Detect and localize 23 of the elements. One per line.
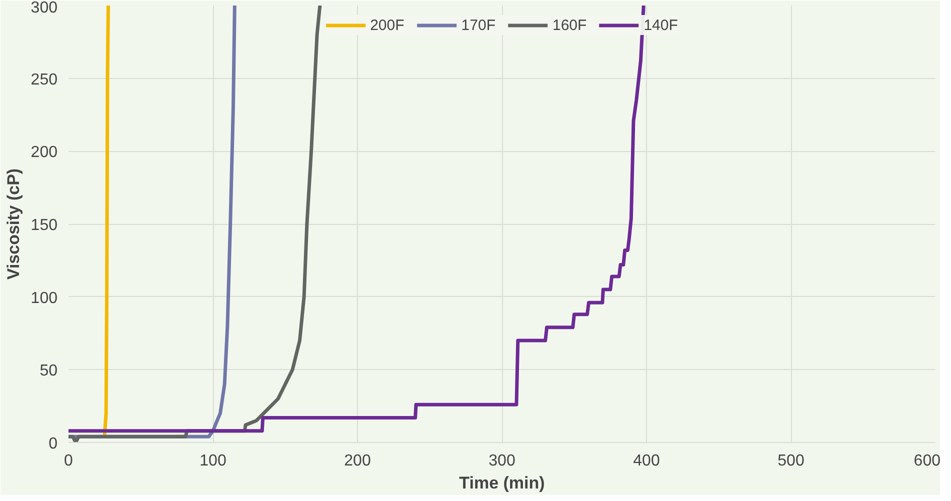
legend-label: 140F: [644, 16, 678, 34]
x-tick-label: 300: [488, 452, 516, 470]
y-tick-label: 150: [30, 217, 58, 234]
y-tick-label: 100: [30, 290, 58, 307]
x-tick-label: 600: [914, 452, 941, 470]
x-tick-label: 0: [64, 452, 74, 470]
x-tick-label: 400: [633, 452, 660, 470]
y-tick-label: 200: [30, 144, 58, 162]
y-tick-label: 250: [30, 71, 58, 88]
legend-label: 200F: [370, 16, 404, 34]
y-tick-label: 50: [40, 362, 58, 380]
x-axis-title: Time (min): [459, 474, 545, 492]
y-tick-label: 0: [48, 436, 58, 452]
x-tick-label: 500: [778, 452, 804, 470]
x-tick-label: 200: [344, 452, 371, 470]
line-series: [102, 6, 110, 437]
legend-label: 170F: [461, 16, 496, 34]
x-tick-label: 100: [200, 452, 226, 470]
line-series: [68, 6, 646, 433]
legend-label: 160F: [552, 16, 587, 34]
y-axis-title: Viscosity (cP): [4, 168, 23, 280]
y-tick-label: 300: [30, 0, 58, 16]
line-series: [68, 6, 322, 442]
